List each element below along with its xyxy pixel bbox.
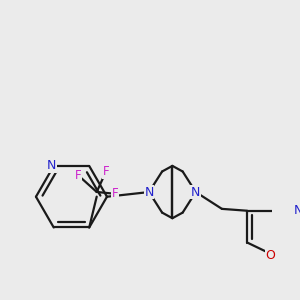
Text: N: N <box>191 185 200 199</box>
Text: O: O <box>266 249 275 262</box>
Text: N: N <box>47 160 56 172</box>
Text: F: F <box>75 169 81 182</box>
Text: F: F <box>112 187 119 200</box>
Text: N: N <box>294 204 300 217</box>
Text: F: F <box>103 165 110 178</box>
Text: N: N <box>144 185 154 199</box>
